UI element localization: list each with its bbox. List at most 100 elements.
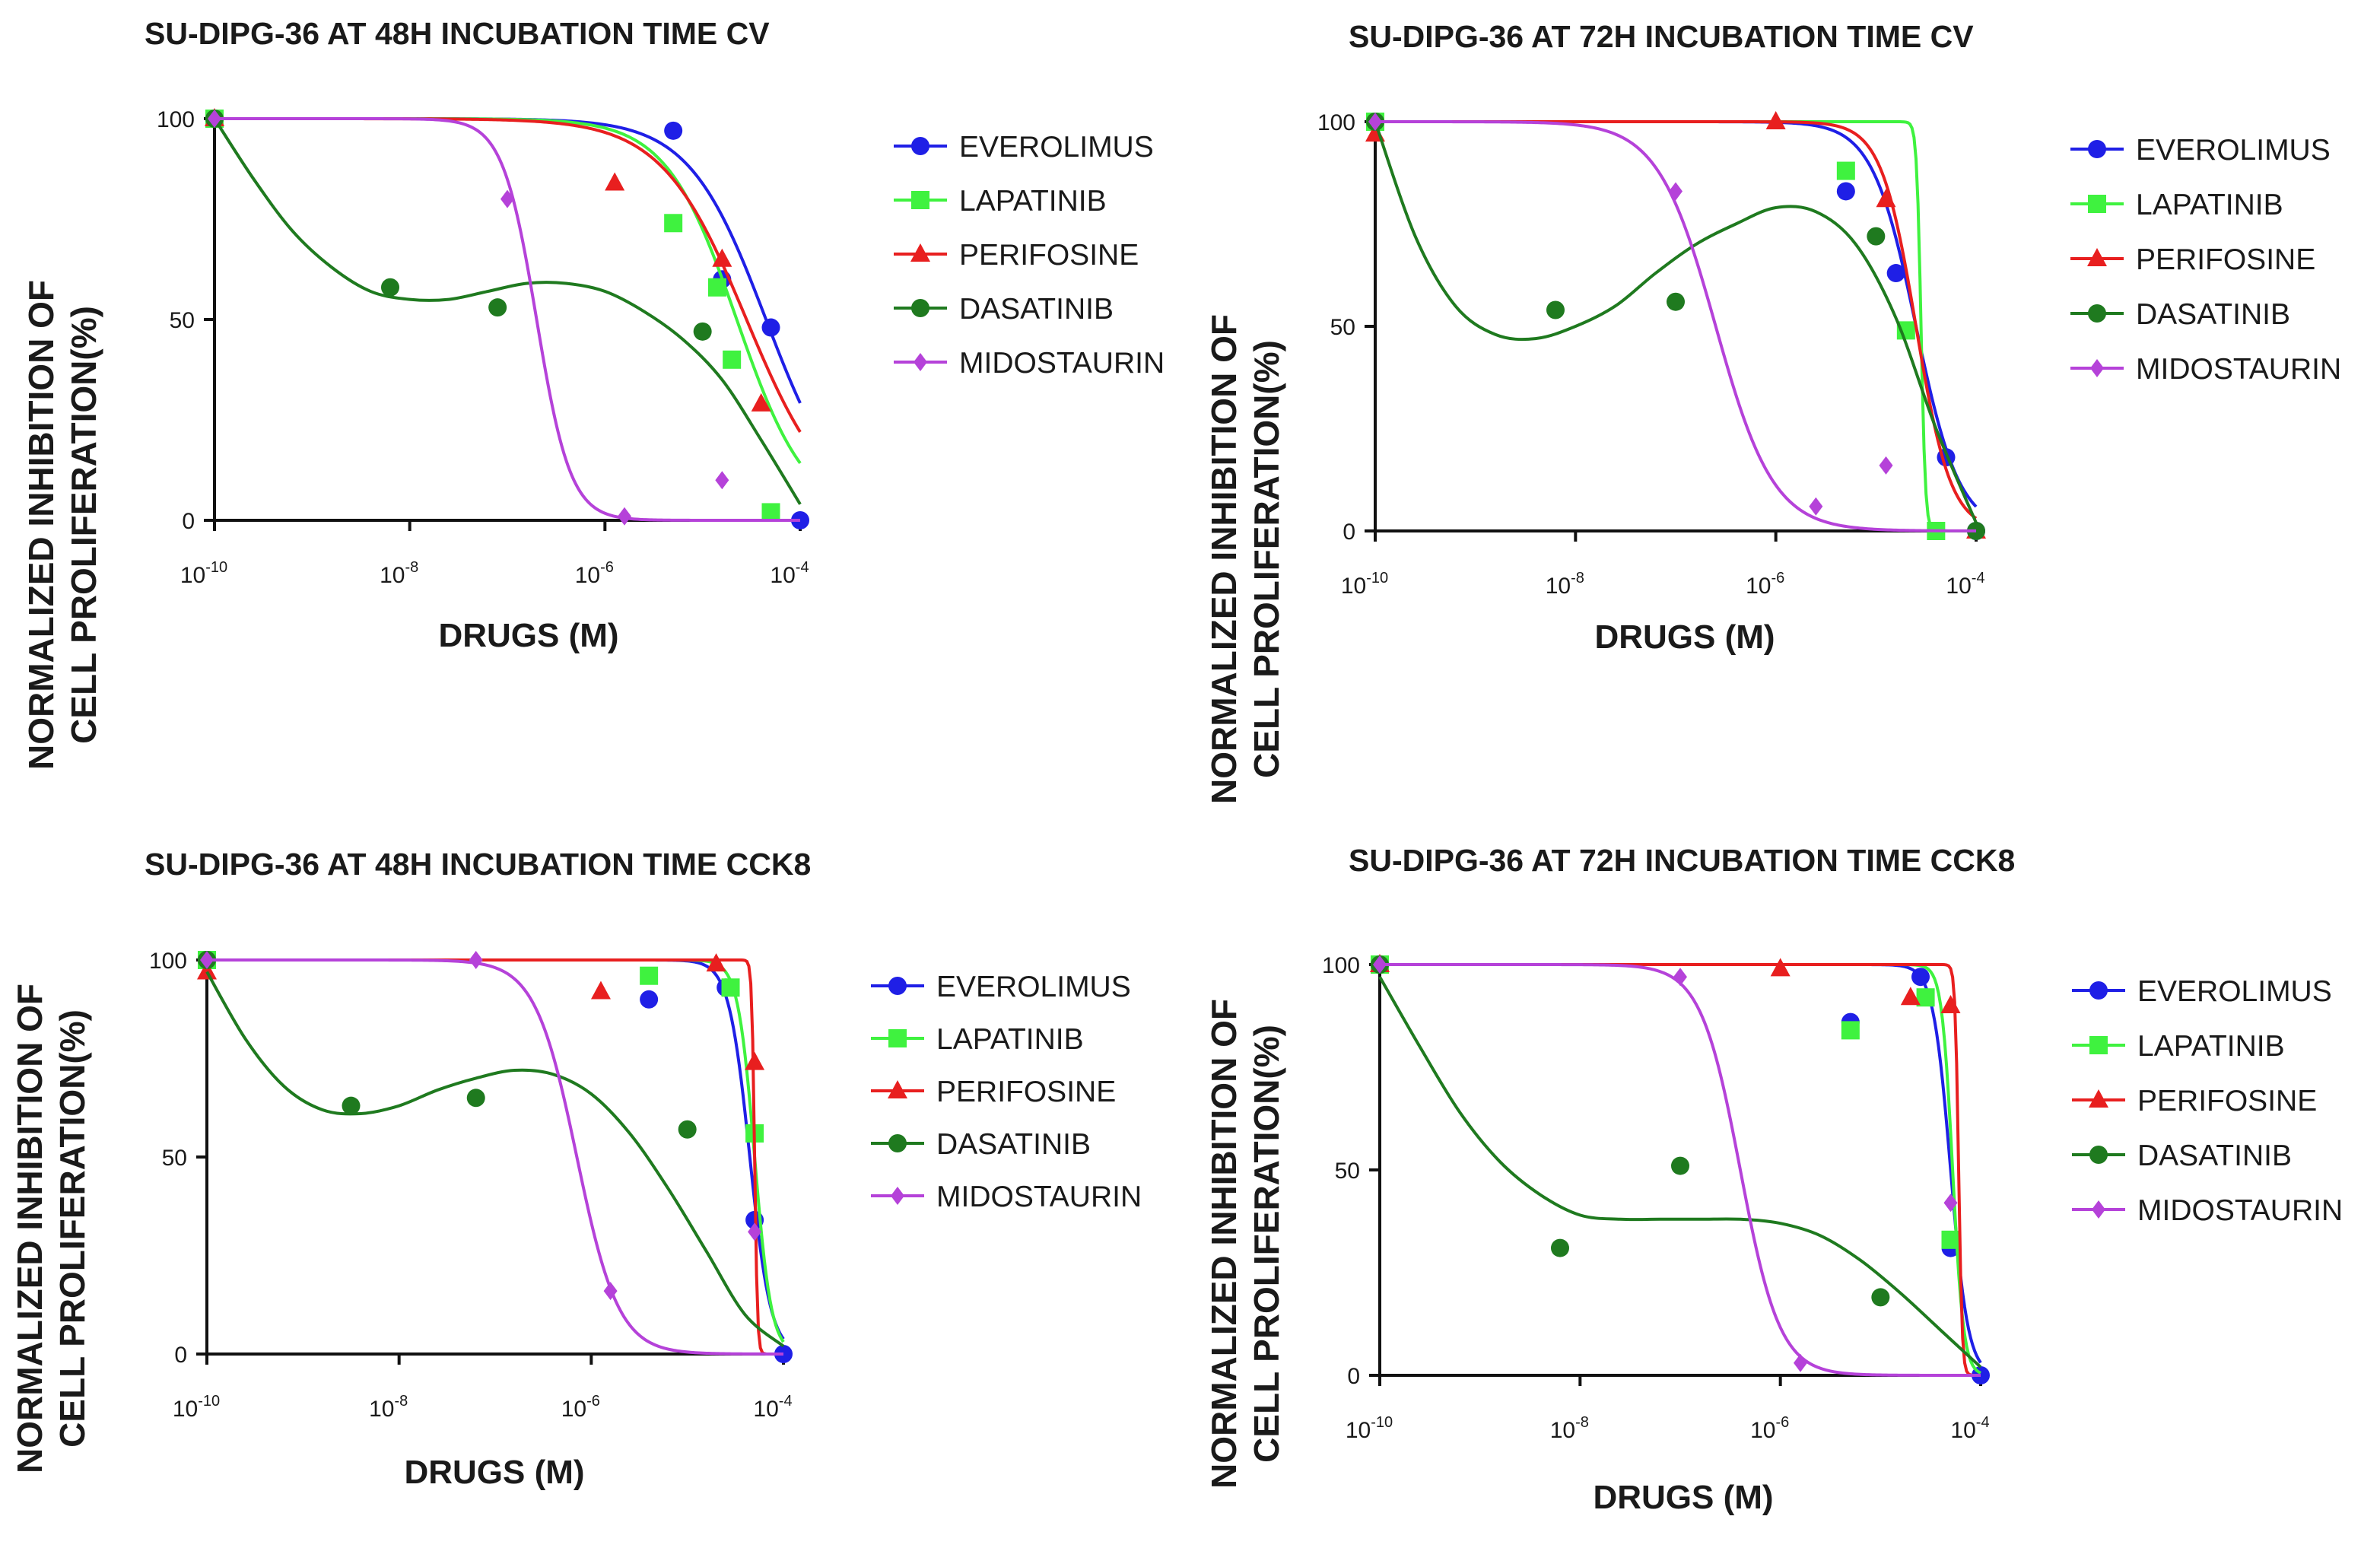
legend-item-dasatinib: DASATINIB [2070,298,2290,331]
data-point-perifosine [712,248,732,267]
y-tick-label: 50 [1335,1159,1360,1184]
legend-label: LAPATINIB [2136,189,2283,221]
data-point-lapatinib [640,966,659,985]
y-axis-label-line-1: NORMALIZED INHIBITION OF [1204,999,1244,1489]
data-point-midostaurin [618,507,631,526]
legend-label: PERIFOSINE [959,239,1139,272]
y-axis-label-line-2: CELL PROLIFERATION(%) [52,1009,92,1448]
legend-label: DASATINIB [2137,1140,2292,1172]
data-point-perifosine [745,1051,765,1070]
x-tick-label: 10-8 [369,1393,408,1422]
data-point-dasatinib [1871,1288,1890,1307]
x-axis-label: DRUGS (M) [438,617,618,654]
data-point-everolimus [640,990,659,1009]
legend-label: DASATINIB [2136,298,2290,331]
x-tick-label: 10-4 [753,1393,792,1422]
data-point-dasatinib [693,322,712,341]
y-axis-label-line-1: NORMALIZED INHIBITION OF [1204,314,1244,804]
legend-marker-midostaurin [2090,359,2104,377]
data-point-perifosine [605,172,625,191]
data-point-everolimus [761,318,780,337]
series-everolimus [205,110,809,529]
fit-curve-lapatinib [207,958,785,1343]
data-point-dasatinib [1551,1238,1569,1257]
data-point-perifosine [1770,958,1791,977]
data-point-dasatinib [1967,522,1985,540]
data-point-lapatinib [1841,1021,1860,1040]
legend-label: MIDOSTAURIN [959,347,1165,380]
legend-item-perifosine: PERIFOSINE [871,1076,1116,1108]
series-midostaurin [208,110,800,526]
data-point-midostaurin [748,1222,762,1241]
data-point-midostaurin [208,110,221,128]
series-perifosine [205,108,802,433]
data-point-lapatinib [761,503,780,522]
data-point-dasatinib [1671,1156,1689,1175]
legend-item-lapatinib: LAPATINIB [894,185,1107,218]
series-dasatinib [1371,955,1982,1368]
legend-label: PERIFOSINE [936,1076,1116,1108]
legend-marker-dasatinib [888,1134,907,1152]
y-axis-label: NORMALIZED INHIBITION OF CELL PROLIFERAT… [1204,314,1286,804]
legend-marker-lapatinib [911,191,929,209]
legend-label: DASATINIB [936,1128,1091,1161]
legend-marker-dasatinib [2088,304,2106,323]
y-tick-label: 100 [157,107,195,132]
series-dasatinib [1366,113,1985,540]
legend-item-midostaurin: MIDOSTAURIN [871,1181,1142,1213]
data-point-dasatinib [1667,292,1685,311]
legend-marker-dasatinib [911,299,929,317]
data-point-lapatinib [721,978,740,997]
data-point-midostaurin [1879,456,1893,475]
panel-48h-cv: SU-DIPG-36 AT 48H INCUBATION TIME CV NOR… [21,16,1165,770]
legend-marker-dasatinib [2089,1146,2108,1164]
legend-item-lapatinib: LAPATINIB [2070,189,2283,221]
y-axis-label: NORMALIZED INHIBITION OF CELL PROLIFERAT… [21,280,103,770]
data-point-midostaurin [200,951,214,969]
fit-curve-dasatinib [213,117,802,505]
series-midostaurin [200,951,784,1356]
data-point-everolimus [664,121,683,140]
legend: EVEROLIMUS LAPATINIB PERIFOSINE DASATINIB MI… [871,971,1142,1213]
data-point-dasatinib [1546,300,1565,319]
legend-label: PERIFOSINE [2137,1085,2317,1117]
plot-area: 0 50 100 10-10 10-8 10-6 10-4 [1322,953,1990,1443]
y-tick-label: 50 [1330,315,1355,340]
data-point-dasatinib [466,1089,485,1108]
fit-curve-everolimus [207,958,785,1340]
data-point-perifosine [1765,111,1786,129]
legend-item-everolimus: EVEROLIMUS [871,971,1131,1003]
legend-item-dasatinib: DASATINIB [871,1128,1091,1161]
data-point-perifosine [197,961,217,980]
data-point-dasatinib [488,298,507,317]
fit-curve-midostaurin [207,958,784,1356]
x-axis-label: DRUGS (M) [404,1454,584,1491]
y-axis-label: NORMALIZED INHIBITION OF CELL PROLIFERAT… [1204,999,1286,1489]
data-point-everolimus [1886,264,1905,283]
legend: EVEROLIMUS LAPATINIB PERIFOSINE DASATINIB MI… [894,131,1165,380]
y-tick-label: 100 [1317,110,1355,135]
panel-title: SU-DIPG-36 AT 72H INCUBATION TIME CCK8 [1349,843,2015,878]
x-tick-label: 10-10 [1341,570,1388,599]
y-tick-label: 0 [182,509,195,534]
fit-curve-perifosine [207,958,783,1356]
y-axis-label-line-2: CELL PROLIFERATION(%) [1247,1025,1286,1463]
data-point-midostaurin [469,951,483,969]
legend: EVEROLIMUS LAPATINIB PERIFOSINE DASATINIB MI… [2070,134,2341,386]
data-point-midostaurin [1794,1353,1807,1372]
legend-item-lapatinib: LAPATINIB [2072,1030,2285,1063]
series-lapatinib [198,951,785,1343]
series-midostaurin [1373,955,1981,1377]
fit-curve-dasatinib [1378,976,1982,1368]
legend-item-dasatinib: DASATINIB [894,293,1114,326]
legend-marker-everolimus [2088,140,2106,158]
x-tick-label: 10-8 [1546,570,1584,599]
x-axis-label: DRUGS (M) [1593,1479,1773,1516]
legend-item-midostaurin: MIDOSTAURIN [894,347,1165,380]
data-point-perifosine [590,981,611,1000]
legend-label: LAPATINIB [936,1023,1084,1056]
data-point-midostaurin [1809,497,1823,516]
y-tick-label: 100 [1322,953,1360,978]
x-tick-label: 10-8 [380,559,418,588]
